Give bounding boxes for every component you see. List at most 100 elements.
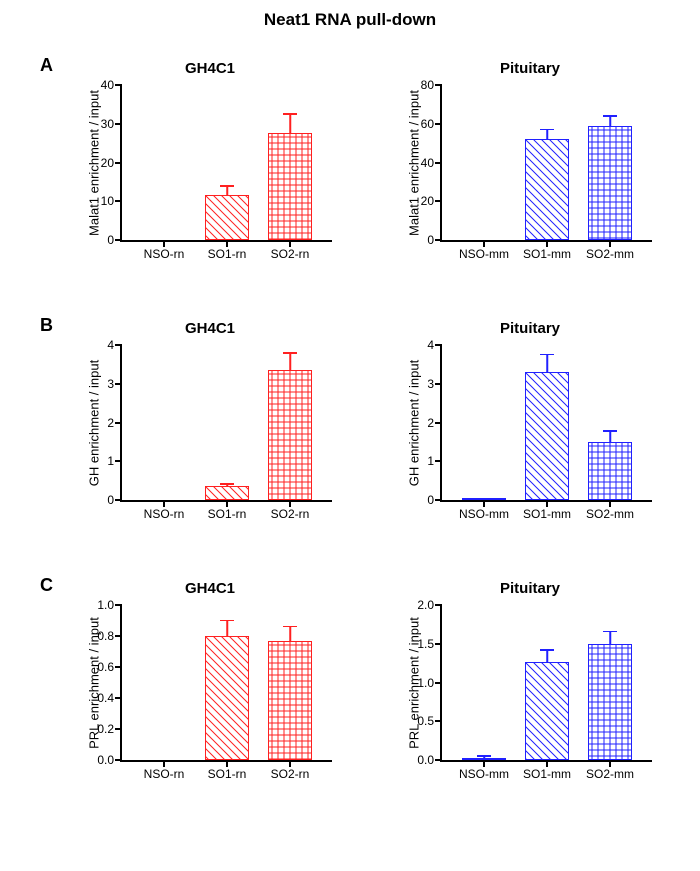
x-tick-label: SO1-rn	[208, 767, 247, 781]
x-tick	[546, 500, 548, 507]
y-tick	[435, 643, 442, 645]
error-bar	[546, 650, 548, 662]
x-tick-label: SO1-rn	[208, 507, 247, 521]
error-cap	[540, 354, 554, 356]
y-tick	[115, 728, 122, 730]
error-cap	[283, 626, 297, 628]
x-tick	[289, 500, 291, 507]
plot-area: PRL enrichment / input0.00.51.01.52.0NSO…	[440, 605, 652, 762]
plot-title: Pituitary	[400, 60, 660, 77]
x-tick-label: SO1-mm	[523, 767, 571, 781]
error-bar	[546, 130, 548, 140]
figure-root: Neat1 RNA pull-down AGH4C1Malat1 enrichm…	[0, 0, 700, 871]
bar	[205, 195, 249, 240]
x-tick	[609, 760, 611, 767]
y-tick	[435, 123, 442, 125]
plot-title: GH4C1	[80, 580, 340, 597]
subplot: PituitaryMalat1 enrichment / input020406…	[400, 65, 660, 265]
bar	[268, 641, 312, 760]
error-bar	[226, 621, 228, 637]
x-tick-label: NSO-rn	[144, 767, 185, 781]
x-tick	[609, 500, 611, 507]
y-tick-label: 0.2	[74, 722, 114, 736]
y-tick	[435, 682, 442, 684]
bar	[525, 662, 569, 760]
y-tick-label: 0	[394, 233, 434, 247]
error-cap	[603, 115, 617, 117]
y-tick	[115, 604, 122, 606]
error-cap	[283, 352, 297, 354]
plot-area: GH enrichment / input01234NSO-mmSO1-mmSO…	[440, 345, 652, 502]
y-tick-label: 0	[394, 493, 434, 507]
bar	[268, 133, 312, 240]
y-tick	[435, 604, 442, 606]
x-tick-label: SO2-rn	[271, 507, 310, 521]
y-tick	[115, 383, 122, 385]
error-cap	[603, 631, 617, 633]
y-tick-label: 1.0	[394, 676, 434, 690]
error-cap	[540, 129, 554, 131]
y-tick	[435, 383, 442, 385]
y-tick-label: 1.0	[74, 598, 114, 612]
panel-letter: C	[40, 575, 53, 596]
error-bar	[289, 627, 291, 641]
y-tick-label: 40	[394, 156, 434, 170]
y-tick	[435, 460, 442, 462]
x-tick	[163, 500, 165, 507]
y-tick-label: 4	[74, 338, 114, 352]
y-tick-label: 80	[394, 78, 434, 92]
y-tick-label: 40	[74, 78, 114, 92]
x-tick	[226, 240, 228, 247]
x-tick	[483, 240, 485, 247]
y-tick	[435, 239, 442, 241]
y-tick-label: 0	[74, 233, 114, 247]
x-tick	[546, 760, 548, 767]
error-bar	[609, 116, 611, 126]
y-tick	[115, 697, 122, 699]
x-tick-label: SO2-mm	[586, 507, 634, 521]
error-bar	[609, 631, 611, 643]
x-tick-label: SO2-rn	[271, 247, 310, 261]
y-tick	[115, 344, 122, 346]
x-tick-label: NSO-rn	[144, 507, 185, 521]
x-tick	[163, 240, 165, 247]
y-tick-label: 0.0	[394, 753, 434, 767]
y-tick-label: 20	[394, 194, 434, 208]
error-bar	[226, 186, 228, 196]
error-cap	[220, 483, 234, 485]
y-tick-label: 0.5	[394, 714, 434, 728]
error-bar	[289, 114, 291, 133]
y-tick	[115, 759, 122, 761]
y-tick-label: 4	[394, 338, 434, 352]
error-cap	[283, 113, 297, 115]
error-bar	[609, 431, 611, 442]
y-tick-label: 2.0	[394, 598, 434, 612]
x-tick	[546, 240, 548, 247]
y-tick-label: 1.5	[394, 637, 434, 651]
error-bar	[546, 355, 548, 372]
y-tick	[435, 499, 442, 501]
bar	[525, 139, 569, 240]
bar	[525, 372, 569, 500]
y-tick-label: 1	[394, 454, 434, 468]
panel-letter: A	[40, 55, 53, 76]
y-tick	[435, 84, 442, 86]
bar	[268, 370, 312, 500]
x-tick-label: SO1-mm	[523, 507, 571, 521]
y-tick-label: 0.8	[74, 629, 114, 643]
x-tick-label: SO2-mm	[586, 247, 634, 261]
subplot: PituitaryPRL enrichment / input0.00.51.0…	[400, 585, 660, 785]
main-title: Neat1 RNA pull-down	[0, 10, 700, 30]
x-tick	[289, 240, 291, 247]
y-tick	[435, 162, 442, 164]
x-tick-label: NSO-rn	[144, 247, 185, 261]
x-tick-label: NSO-mm	[459, 507, 509, 521]
x-tick-label: SO2-rn	[271, 767, 310, 781]
y-tick	[115, 239, 122, 241]
error-cap	[220, 185, 234, 187]
x-tick	[483, 500, 485, 507]
x-tick-label: SO1-rn	[208, 247, 247, 261]
y-tick-label: 2	[74, 416, 114, 430]
y-tick-label: 0.4	[74, 691, 114, 705]
error-cap	[477, 755, 491, 757]
